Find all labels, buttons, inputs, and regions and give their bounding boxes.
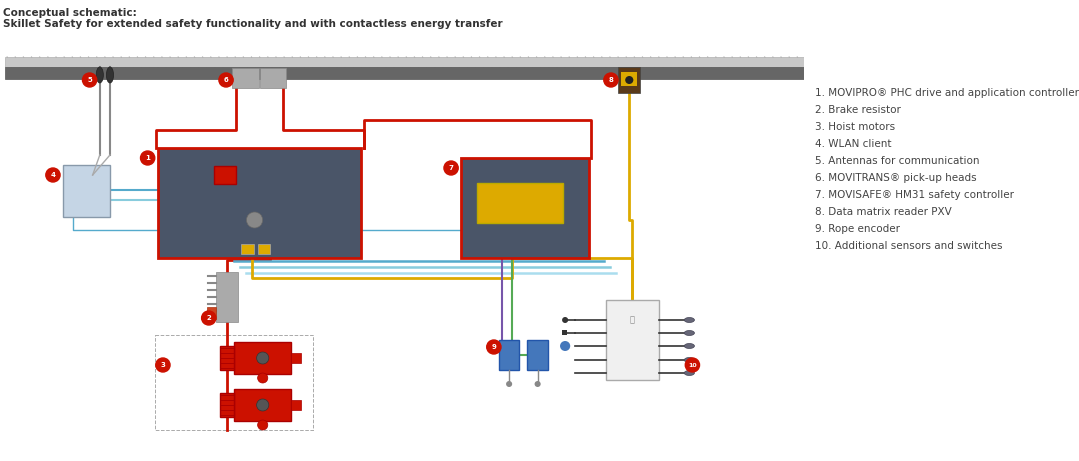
FancyBboxPatch shape [214, 166, 236, 184]
Circle shape [487, 340, 501, 354]
Circle shape [560, 341, 570, 351]
Circle shape [202, 311, 216, 325]
FancyBboxPatch shape [461, 158, 588, 258]
Text: 10. Additional sensors and switches: 10. Additional sensors and switches [815, 241, 1002, 251]
Text: 4: 4 [51, 172, 55, 178]
Circle shape [257, 399, 269, 411]
Ellipse shape [96, 67, 104, 83]
Text: 2. Brake resistor: 2. Brake resistor [815, 105, 901, 115]
Ellipse shape [684, 318, 695, 323]
Circle shape [562, 317, 569, 323]
Bar [562, 330, 568, 335]
Ellipse shape [107, 67, 113, 83]
Text: 9: 9 [491, 344, 496, 350]
Circle shape [155, 358, 170, 372]
FancyBboxPatch shape [528, 340, 548, 370]
Text: 8: 8 [609, 77, 613, 83]
Text: 6. MOVITRANS® pick-up heads: 6. MOVITRANS® pick-up heads [815, 173, 976, 183]
Ellipse shape [684, 371, 695, 376]
FancyBboxPatch shape [260, 68, 286, 88]
FancyBboxPatch shape [291, 353, 301, 363]
Ellipse shape [684, 331, 695, 336]
FancyBboxPatch shape [242, 244, 254, 254]
Circle shape [604, 73, 618, 87]
FancyBboxPatch shape [232, 68, 259, 88]
Text: 7. MOVISAFE® HM31 safety controller: 7. MOVISAFE® HM31 safety controller [815, 190, 1013, 200]
FancyBboxPatch shape [158, 148, 361, 258]
FancyBboxPatch shape [207, 307, 216, 319]
Ellipse shape [684, 357, 695, 362]
FancyBboxPatch shape [5, 57, 805, 67]
Text: 1. MOVIPRO® PHC drive and application controller: 1. MOVIPRO® PHC drive and application co… [815, 88, 1079, 98]
Circle shape [257, 352, 269, 364]
FancyBboxPatch shape [258, 244, 270, 254]
Text: 5: 5 [87, 77, 92, 83]
Text: 10: 10 [688, 362, 697, 367]
Circle shape [534, 381, 541, 387]
Text: 8. Data matrix reader PXV: 8. Data matrix reader PXV [815, 207, 952, 217]
FancyBboxPatch shape [234, 342, 291, 374]
FancyBboxPatch shape [5, 67, 805, 79]
FancyBboxPatch shape [498, 340, 519, 370]
Text: 3. Hoist motors: 3. Hoist motors [815, 122, 894, 132]
Circle shape [140, 151, 154, 165]
Text: ⓘ: ⓘ [630, 315, 634, 324]
Ellipse shape [684, 343, 695, 349]
FancyBboxPatch shape [291, 400, 301, 410]
FancyBboxPatch shape [64, 165, 110, 217]
Text: 9. Rope encoder: 9. Rope encoder [815, 224, 900, 234]
Circle shape [685, 358, 699, 372]
Circle shape [625, 76, 633, 84]
Circle shape [246, 212, 262, 228]
Text: Skillet Safety for extended safety functionality and with contactless energy tra: Skillet Safety for extended safety funct… [3, 19, 503, 29]
Text: 6: 6 [223, 77, 229, 83]
FancyBboxPatch shape [216, 272, 238, 322]
Text: 2: 2 [206, 315, 211, 321]
FancyBboxPatch shape [220, 393, 234, 417]
Circle shape [258, 373, 268, 383]
Circle shape [506, 381, 513, 387]
FancyBboxPatch shape [622, 72, 638, 86]
Text: Conceptual schematic:: Conceptual schematic: [3, 8, 137, 18]
FancyBboxPatch shape [477, 183, 563, 223]
Text: 4. WLAN client: 4. WLAN client [815, 139, 891, 149]
FancyBboxPatch shape [234, 389, 291, 421]
Circle shape [443, 161, 459, 175]
Text: 1: 1 [146, 155, 150, 161]
FancyBboxPatch shape [220, 346, 234, 370]
Circle shape [45, 168, 60, 182]
Circle shape [219, 73, 233, 87]
FancyBboxPatch shape [618, 67, 641, 93]
Text: 5. Antennas for communication: 5. Antennas for communication [815, 156, 979, 166]
Text: 7: 7 [449, 165, 453, 171]
FancyBboxPatch shape [605, 300, 659, 380]
Circle shape [82, 73, 97, 87]
Text: 3: 3 [161, 362, 165, 368]
Circle shape [258, 420, 268, 430]
